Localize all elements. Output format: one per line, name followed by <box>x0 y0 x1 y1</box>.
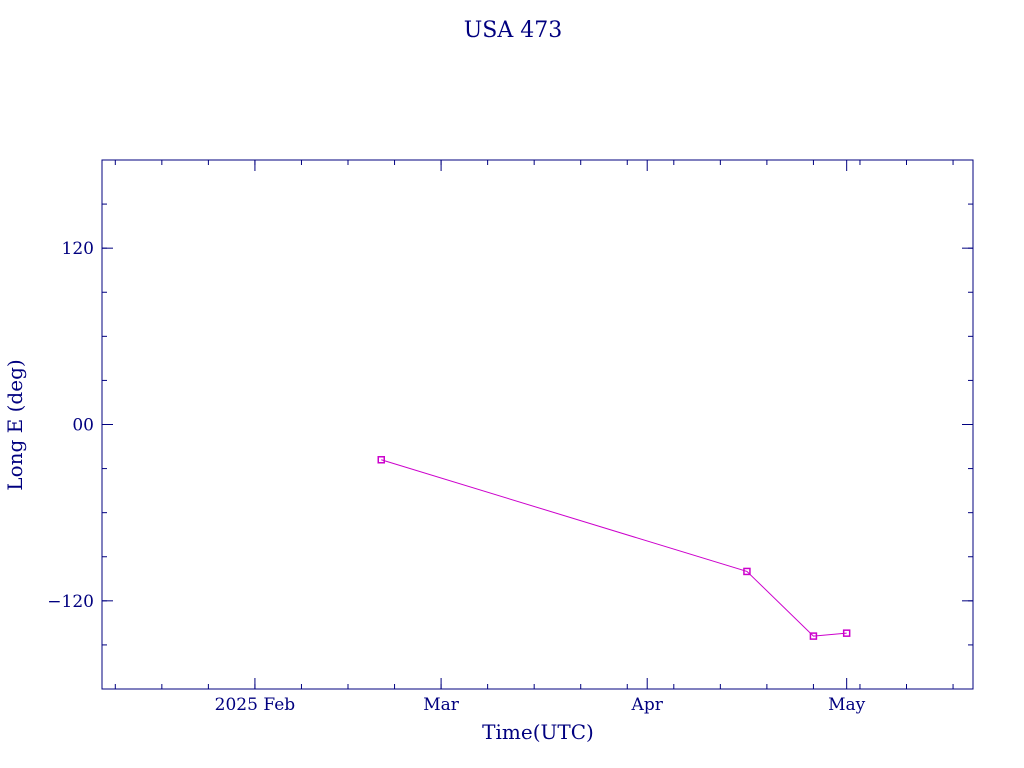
axis-ticks <box>102 159 973 690</box>
data-point-marker <box>743 567 751 576</box>
x-tick-label: Apr <box>631 695 664 715</box>
x-tick-label: May <box>828 695 866 715</box>
y-tick-label: −120 <box>47 592 94 612</box>
chart-title: USA 473 <box>464 18 562 43</box>
data-point-marker <box>842 629 851 637</box>
x-tick-label: Mar <box>423 695 460 715</box>
plot-area <box>101 159 974 690</box>
data-point-marker <box>809 632 818 640</box>
series-group <box>377 456 851 640</box>
x-axis-title: Time(UTC) <box>482 720 594 744</box>
y-tick-label: 00 <box>72 416 94 436</box>
data-point-marker <box>377 456 386 464</box>
x-tick-label: 2025 Feb <box>215 695 296 715</box>
series-line <box>381 459 847 637</box>
y-axis-title: Long E (deg) <box>3 359 27 490</box>
y-tick-label: 120 <box>62 239 94 259</box>
tick-labels: 120 00 −120 2025 Feb Mar Apr May <box>47 239 865 715</box>
